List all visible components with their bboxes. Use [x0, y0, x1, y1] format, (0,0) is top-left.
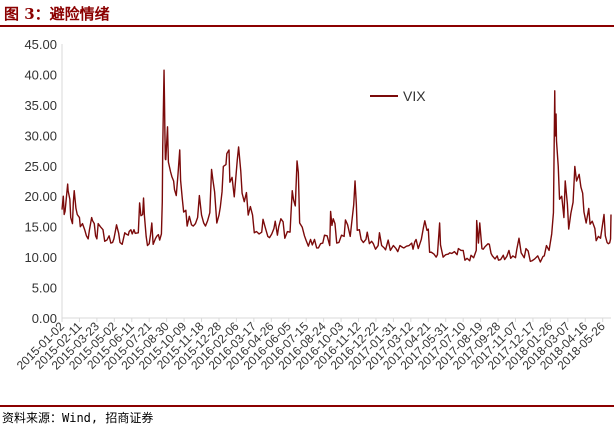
vix-line-chart: 0.00 5.00 10.00 15.00 20.00 25.00 30.00 35.00 40…: [14, 37, 612, 373]
y-tick-label: 5.00: [32, 281, 57, 296]
footer-rule: [0, 405, 614, 407]
y-tick-label: 20.00: [24, 189, 57, 204]
y-tick-label: 30.00: [24, 128, 57, 143]
title-rule: [0, 25, 614, 27]
y-tick-label: 40.00: [24, 67, 57, 82]
y-tick-label: 0.00: [32, 311, 57, 326]
y-tick-label: 15.00: [24, 220, 57, 235]
series-line-vix: [61, 69, 612, 263]
y-axis-tick-labels: 0.00 5.00 10.00 15.00 20.00 25.00 30.00 35.00 40…: [24, 37, 57, 326]
source-note: 资料来源：Wind, 招商证券: [2, 411, 154, 425]
y-tick-label: 10.00: [24, 250, 57, 265]
y-tick-label: 45.00: [24, 37, 57, 52]
series-layer: [61, 69, 612, 263]
figure-title: 图 3：避险情绪: [4, 5, 110, 23]
x-axis-tick-labels: 2015-01-022015-02-112015-03-232015-05-02…: [14, 318, 608, 373]
y-tick-label: 25.00: [24, 159, 57, 174]
legend: VIX: [370, 88, 426, 104]
legend-label-vix: VIX: [403, 88, 426, 104]
y-tick-label: 35.00: [24, 98, 57, 113]
